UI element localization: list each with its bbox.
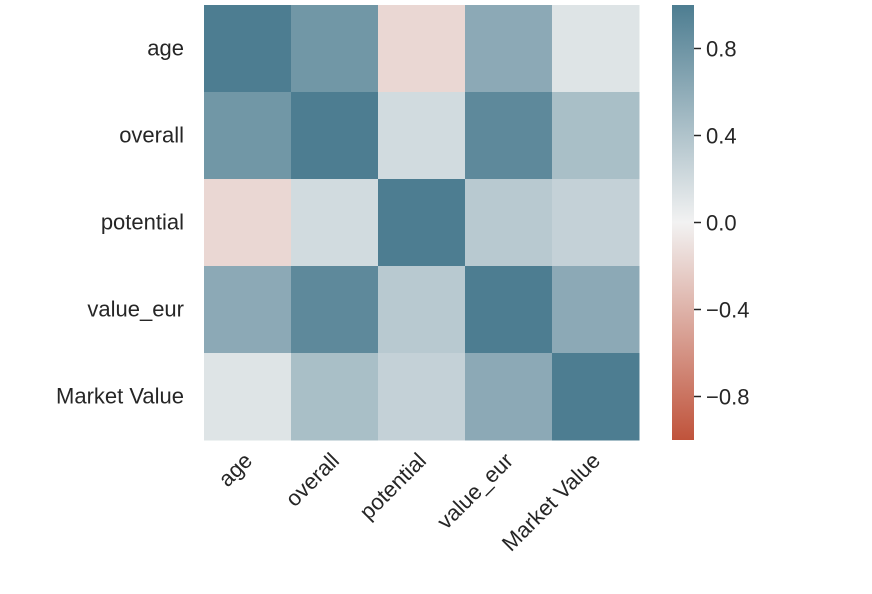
- heatmap-cell: [204, 92, 292, 180]
- heatmap-cell: [204, 353, 292, 441]
- heatmap-cell: [465, 5, 553, 93]
- colorbar-tick-label: 0.0: [706, 211, 737, 236]
- colorbar: [672, 5, 694, 440]
- heatmap-cell: [378, 266, 466, 354]
- heatmap-cell: [378, 353, 466, 441]
- colorbar-tick-label: −0.4: [706, 298, 749, 323]
- heatmap-cells: [204, 5, 640, 441]
- heatmap-cell: [465, 92, 553, 180]
- colorbar-ticks: 0.8 0.4 0.0 −0.4 −0.8: [694, 37, 749, 410]
- heatmap-cell: [552, 353, 640, 441]
- heatmap-cell: [378, 179, 466, 267]
- heatmap-cell: [204, 266, 292, 354]
- heatmap-cell: [552, 5, 640, 93]
- colorbar-tick-label: 0.4: [706, 124, 737, 149]
- heatmap-cell: [291, 353, 379, 441]
- row-tick-label: value_eur: [87, 297, 184, 322]
- heatmap-cell: [291, 266, 379, 354]
- row-tick-label: potential: [101, 210, 184, 235]
- row-tick-label: Market Value: [56, 384, 184, 409]
- heatmap-cell: [552, 92, 640, 180]
- heatmap-cell: [204, 179, 292, 267]
- heatmap-cell: [204, 5, 292, 93]
- column-tick-label: overall: [281, 448, 345, 512]
- heatmap-cell: [465, 179, 553, 267]
- colorbar-gradient: [672, 5, 694, 440]
- colorbar-tick-label: 0.8: [706, 37, 737, 62]
- colorbar-tick-label: −0.8: [706, 385, 749, 410]
- column-tick-label: potential: [355, 448, 432, 525]
- column-tick-label: age: [213, 448, 257, 492]
- heatmap-cell: [291, 179, 379, 267]
- heatmap-cell: [291, 5, 379, 93]
- heatmap-cell: [465, 353, 553, 441]
- row-tick-labels: age overall potential value_eur Market Value: [56, 36, 184, 409]
- heatmap-cell: [552, 179, 640, 267]
- heatmap-cell: [291, 92, 379, 180]
- heatmap-cell: [552, 266, 640, 354]
- row-tick-label: age: [147, 36, 184, 61]
- row-tick-label: overall: [119, 123, 184, 148]
- heatmap-cell: [378, 5, 466, 93]
- heatmap-cell: [465, 266, 553, 354]
- column-tick-label: value_eur: [432, 448, 518, 534]
- heatmap-cell: [378, 92, 466, 180]
